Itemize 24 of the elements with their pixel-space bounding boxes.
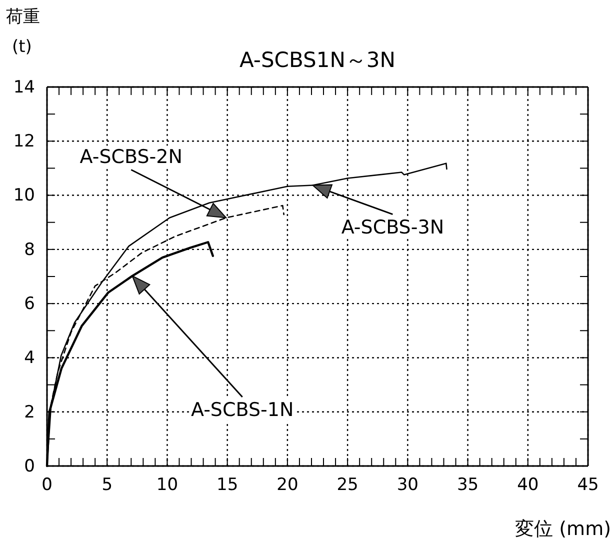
y-tick-label: 12: [13, 132, 35, 152]
x-tick-label: 45: [577, 475, 599, 496]
x-tick-label: 20: [276, 475, 298, 496]
x-axis-title: 変位 (mm): [515, 518, 611, 540]
y-tick-label: 14: [13, 77, 35, 98]
legend-label: A-SCBS-3N: [341, 216, 444, 238]
y-tick-label: 6: [24, 294, 35, 314]
x-tick-label: 35: [456, 475, 479, 496]
y-tick-label: 8: [24, 240, 35, 260]
text: A-SCBS-2N: [80, 146, 182, 168]
x-tick-label: 15: [216, 475, 238, 496]
y-tick-label: 2: [24, 402, 35, 422]
x-tick-label: 0: [42, 475, 52, 496]
x-tick-label: 10: [156, 475, 178, 496]
x-tick-label: 40: [517, 475, 539, 496]
chart-title: A-SCBS1N～3N: [240, 48, 396, 72]
y-axis-title: 荷重 (t): [6, 7, 40, 57]
y-tick-label: 4: [24, 348, 35, 368]
text: A-SCBS-1N: [191, 398, 294, 421]
y-tick-label: 0: [24, 456, 35, 476]
x-tick-label: 30: [396, 475, 418, 496]
x-tick-label: 5: [102, 475, 113, 496]
x-tick-label: 25: [336, 475, 358, 496]
y-tick-label: 10: [13, 186, 35, 206]
